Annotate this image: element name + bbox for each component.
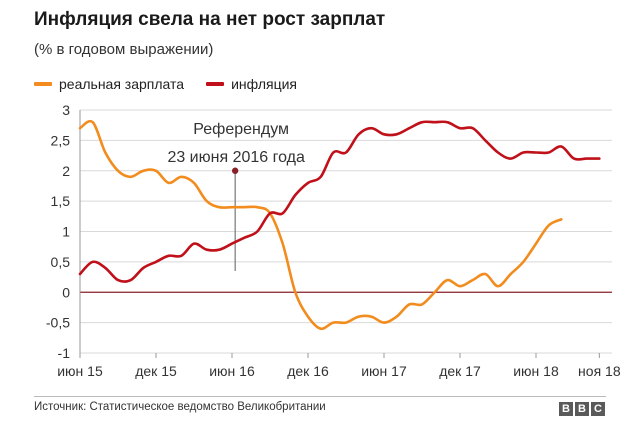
y-tick-label: -0,5 [46, 315, 70, 331]
legend: реальная зарплата инфляция [34, 76, 319, 92]
y-tick-label: 0,5 [51, 254, 71, 270]
bbc-logo-block: B [559, 402, 573, 416]
legend-swatch-inflation [206, 82, 225, 86]
series-line-wages [78, 119, 563, 331]
chart-title: Инфляция свела на нет рост зарплат [34, 9, 386, 30]
x-tick-label: дек 15 [135, 363, 177, 379]
y-tick-label: 0 [62, 284, 70, 300]
source-note: Источник: Статистическое ведомство Велик… [34, 401, 326, 413]
y-tick-label: 1,5 [51, 193, 71, 209]
y-tick-label: 2,5 [51, 132, 71, 148]
line-chart: 3 2,5 2 1,5 1 0,5 0 -0,5 -1 июн 15 дек 15 июн 16 дек… [46, 102, 621, 379]
bbc-logo-block: B [575, 402, 589, 416]
legend-label-inflation: инфляция [231, 76, 298, 92]
y-tick-label: 3 [62, 102, 70, 118]
x-tick-label: июн 16 [209, 363, 255, 379]
x-tick-label: ноя 18 [578, 363, 621, 379]
x-tick-label: дек 17 [439, 363, 481, 379]
x-tick-label: июн 15 [57, 363, 103, 379]
bbc-logo-block: C [591, 402, 605, 416]
annotation-title: Референдум [193, 121, 289, 138]
series-line-inflation [78, 120, 601, 283]
x-tick-label: дек 16 [287, 363, 329, 379]
legend-item-wages: реальная зарплата [34, 76, 184, 92]
legend-item-inflation: инфляция [206, 76, 297, 92]
bbc-logo: B B C [557, 402, 605, 416]
x-tick-label: июн 17 [361, 363, 407, 379]
footer-divider [34, 396, 606, 397]
x-tick-label: июн 18 [513, 363, 559, 379]
annotation-date: 23 июня 2016 года [167, 149, 305, 166]
legend-swatch-wages [34, 82, 52, 86]
y-tick-label: -1 [58, 345, 71, 361]
legend-label-wages: реальная зарплата [59, 76, 185, 92]
y-tick-label: 2 [62, 163, 70, 179]
annotation-marker [231, 167, 239, 174]
y-tick-label: 1 [62, 224, 70, 240]
chart-subtitle: (% в годовом выражении) [34, 41, 214, 58]
